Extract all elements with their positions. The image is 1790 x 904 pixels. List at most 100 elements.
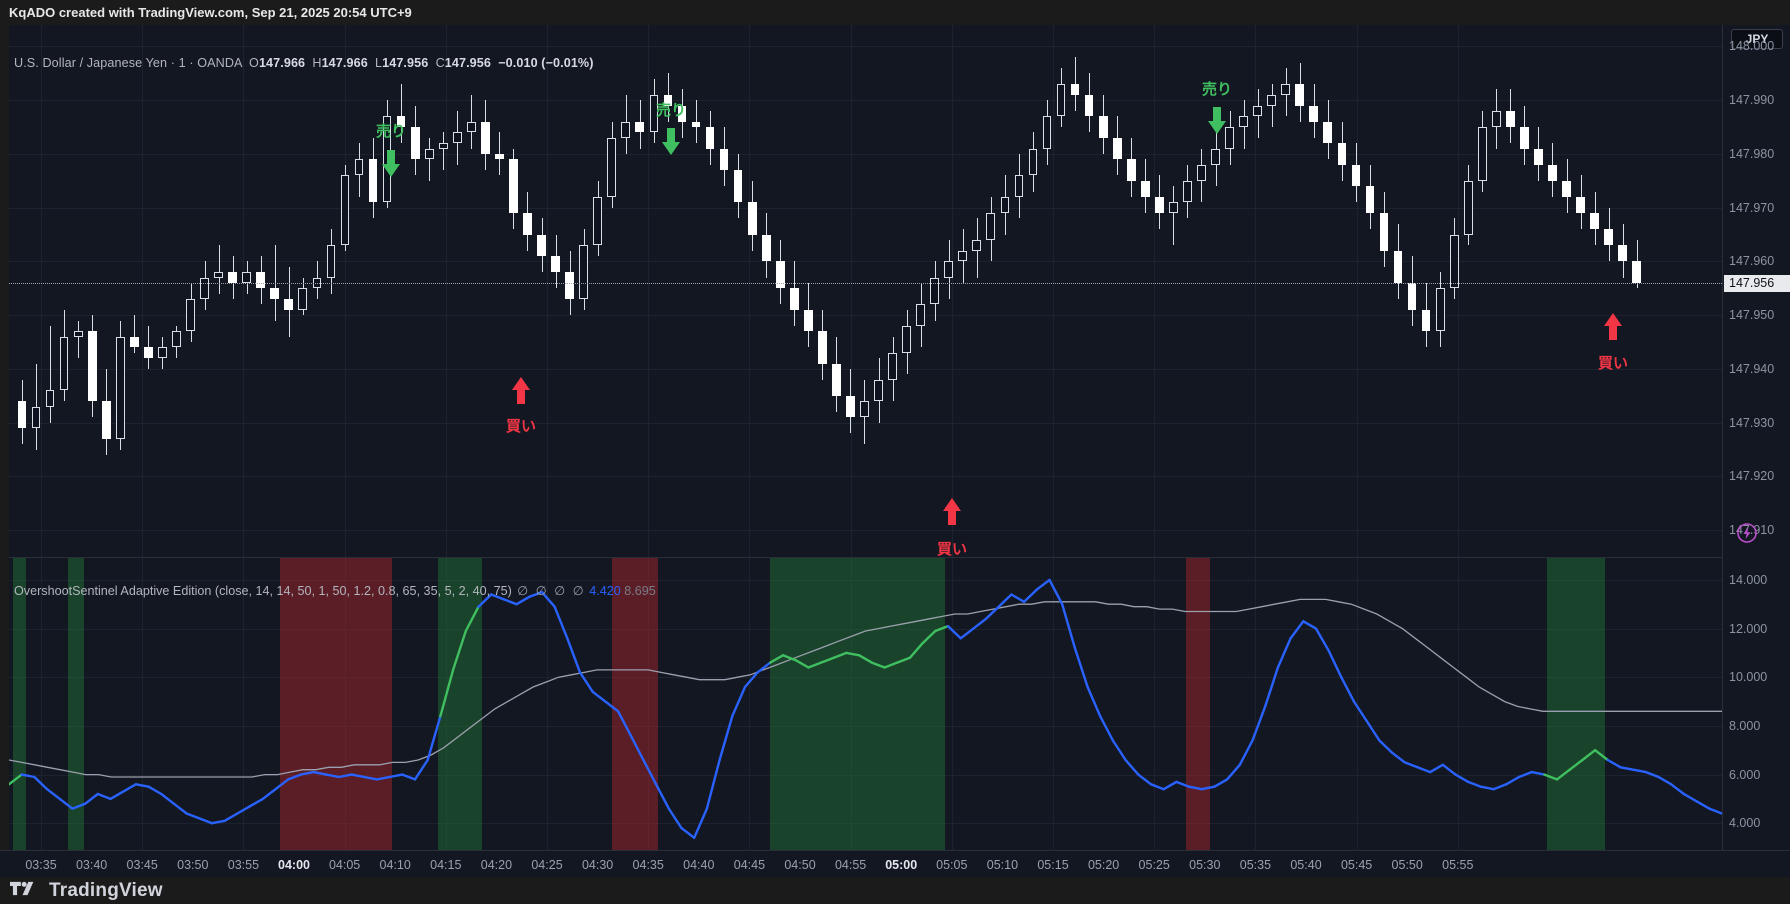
indicator-line-neutral — [388, 773, 404, 779]
indicator-axis-tick: 8.000 — [1729, 718, 1761, 733]
indicator-line-neutral — [1365, 719, 1381, 742]
indicator-line-neutral — [1606, 758, 1622, 769]
indicator-line-neutral — [261, 787, 277, 801]
candle-body — [1407, 282, 1417, 310]
candle-wick — [696, 100, 697, 144]
candle-body — [17, 401, 27, 429]
candle-body — [593, 196, 603, 246]
candle-body — [158, 347, 167, 359]
buy-signal-label: 買い — [936, 541, 968, 557]
price-chart-pane[interactable]: 売り 売り 売り 買い 買い 買い — [9, 25, 1722, 557]
indicator-line-neutral — [287, 773, 302, 781]
indicator-pane[interactable] — [9, 558, 1722, 850]
indicator-axis-tick: 10.000 — [1729, 670, 1768, 685]
indicator-line-neutral — [1479, 785, 1495, 791]
grid-line — [142, 25, 144, 557]
symbol-legend[interactable]: U.S. Dollar / Japanese Yen · 1 · OANDA O… — [14, 56, 594, 70]
brand-name: TradingView — [49, 879, 163, 901]
candle-body — [902, 325, 911, 353]
candle-body — [1084, 94, 1094, 117]
buy-arrow-up-icon — [510, 377, 532, 409]
ohlc-low-value: 147.956 — [382, 56, 429, 70]
indicator-line-neutral — [109, 790, 125, 801]
indicator-line-neutral — [1619, 766, 1635, 771]
indicator-line-neutral — [1162, 780, 1178, 791]
candle-wick — [1272, 84, 1273, 128]
indicator-line-oversold — [9, 773, 23, 786]
indicator-line-neutral — [1682, 792, 1698, 803]
buy-signal-label: 買い — [1597, 355, 1629, 372]
candle-body — [256, 272, 266, 289]
indicator-line-neutral — [147, 785, 163, 796]
candle-body — [354, 159, 364, 176]
chart-shell: 売り 売り 売り 買い 買い 買い U.S. Dollar / Japanese Yen … — [0, 25, 1790, 850]
indicator-line-oversold — [921, 629, 937, 645]
indicator-line-neutral — [566, 637, 582, 674]
grid-line — [1255, 25, 1257, 557]
lightning-bolt-icon[interactable] — [1736, 522, 1758, 549]
indicator-line-neutral — [553, 605, 569, 640]
candle-body — [410, 127, 420, 160]
candle-body — [368, 159, 378, 203]
grid-line — [648, 25, 650, 557]
candle-wick — [50, 325, 51, 423]
grid-line — [850, 558, 852, 850]
candle-body — [144, 347, 153, 359]
candle-body — [649, 94, 659, 133]
grid-line — [9, 100, 1722, 102]
indicator-line-neutral — [312, 770, 328, 776]
attribution-bar: KqADO created with TradingView.com, Sep … — [0, 0, 1790, 25]
indicator-line-neutral — [972, 617, 988, 630]
candle-body — [312, 277, 322, 289]
candle-body — [298, 288, 308, 310]
indicator-line-neutral — [680, 826, 696, 839]
candle-body — [1506, 110, 1515, 128]
indicator-line-neutral — [705, 758, 721, 810]
candle-body — [115, 336, 125, 439]
indicator-line-neutral — [1187, 785, 1204, 791]
currency-badge[interactable]: JPY — [1731, 29, 1783, 49]
indicator-line-neutral — [1035, 578, 1051, 591]
time-axis[interactable]: 03:35 03:40 03:45 03:50 03:55 04:00 04:05 04:10… — [0, 850, 1790, 877]
time-axis-tick: 05:55 — [1442, 858, 1474, 872]
grid-line — [547, 25, 548, 557]
indicator-line-neutral — [1466, 780, 1483, 788]
grid-line — [9, 774, 1722, 776]
oversold-zone — [438, 558, 482, 850]
candle-wick — [36, 363, 37, 450]
indicator-na-3: ∅ — [554, 584, 566, 598]
indicator-line-neutral — [375, 775, 391, 781]
price-axis[interactable]: JPY 148.000 147.990 147.980 147.970 147.960 1… — [1722, 25, 1790, 850]
time-axis-tick: 04:30 — [581, 858, 614, 872]
candle-body — [860, 401, 869, 418]
indicator-na-1: ∅ — [517, 584, 529, 598]
indicator-line-neutral — [490, 593, 506, 601]
candle-body — [481, 121, 490, 154]
candle-body — [958, 250, 968, 262]
indicator-legend[interactable]: OvershootSentinel Adaptive Edition (clos… — [14, 583, 656, 598]
sell-signal-label: 売り — [1201, 81, 1233, 98]
grid-line — [142, 558, 144, 850]
price-axis-tick: 147.950 — [1729, 308, 1775, 323]
grid-line — [1457, 558, 1459, 850]
candle-body — [45, 390, 55, 407]
candle-body — [789, 288, 799, 310]
candle-body — [452, 132, 462, 144]
time-axis-tick: 04:35 — [632, 858, 664, 872]
time-axis-tick: 03:35 — [25, 858, 57, 872]
sell-arrow-down-icon — [660, 128, 682, 160]
time-axis-tick: 04:25 — [531, 858, 563, 872]
indicator-value-secondary: 8.695 — [624, 584, 656, 598]
candle-wick — [78, 320, 79, 359]
candle-body — [1491, 110, 1501, 128]
candle-body — [1520, 127, 1529, 149]
candle-body — [1239, 116, 1248, 128]
indicator-line-neutral — [401, 773, 417, 781]
candle-body — [466, 121, 476, 133]
candle-body — [1632, 261, 1642, 283]
time-axis-tick: 05:15 — [1037, 858, 1069, 872]
indicator-line-oversold — [769, 654, 785, 664]
indicator-line-neutral — [667, 807, 683, 830]
indicator-line-neutral — [337, 773, 353, 779]
time-axis-tick: 04:10 — [379, 858, 411, 872]
